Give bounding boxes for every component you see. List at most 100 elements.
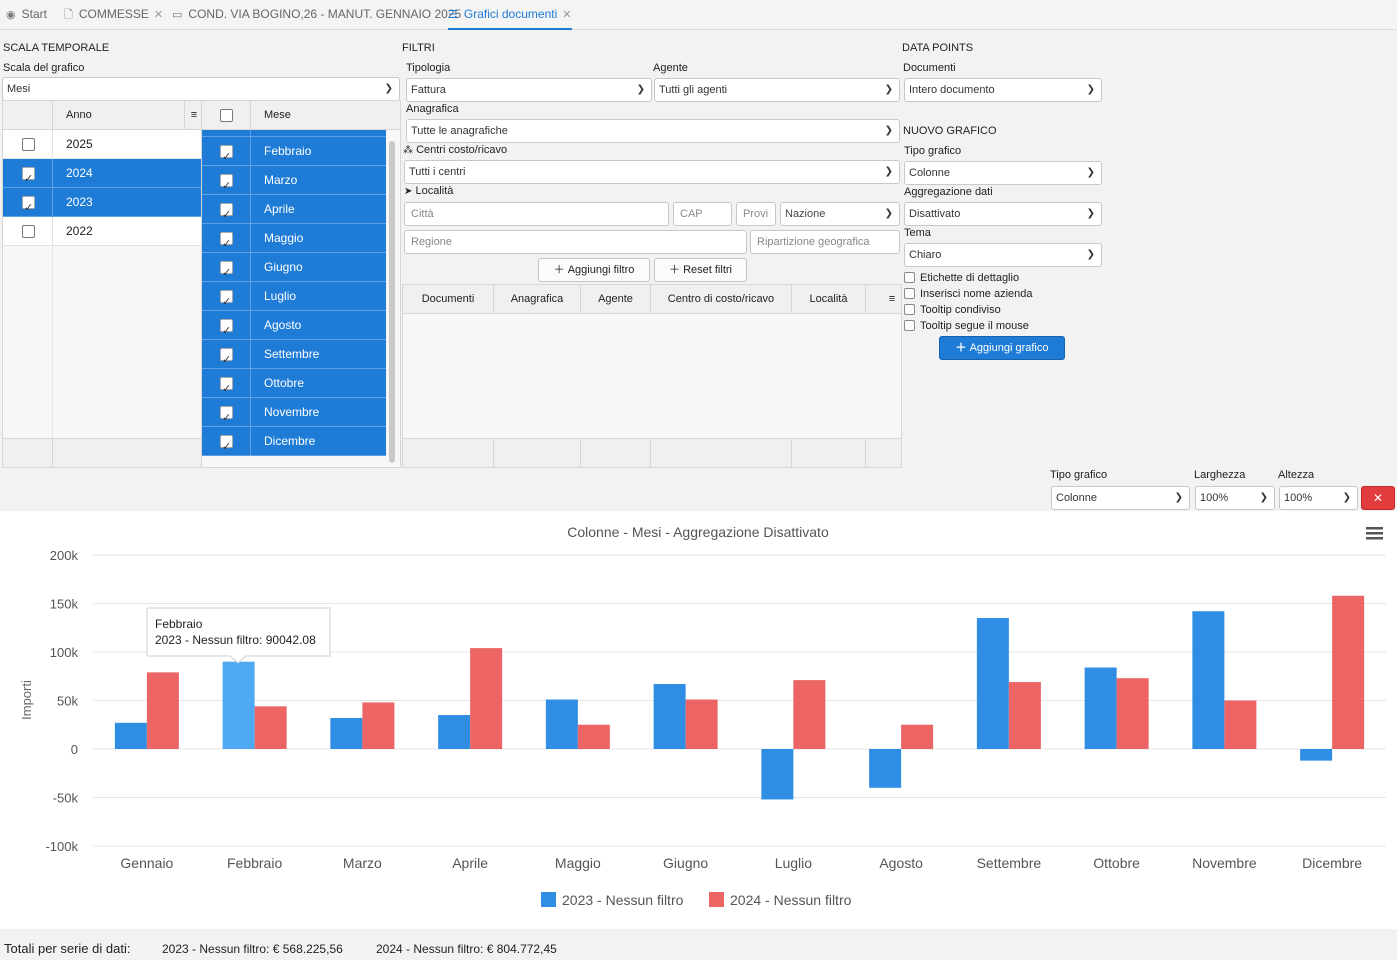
bar-2024-giugno[interactable] xyxy=(685,699,718,749)
month-row[interactable]: Settembre xyxy=(202,340,386,375)
month-row[interactable]: Ottobre xyxy=(202,369,386,404)
option-etichette[interactable]: Etichette di dettaglio xyxy=(904,271,1019,285)
checkbox[interactable] xyxy=(904,304,915,315)
months-header-select[interactable] xyxy=(202,101,251,130)
centri-select[interactable]: Tutti i centri ❯ xyxy=(404,160,900,184)
option-nome-azienda[interactable]: Inserisci nome azienda xyxy=(904,287,1033,301)
filters-column-localita[interactable]: Località xyxy=(792,285,866,314)
tema-select[interactable]: Chiaro ❯ xyxy=(904,243,1102,267)
row-checkbox[interactable] xyxy=(220,404,233,433)
menu-icon[interactable]: ≡ xyxy=(190,109,198,121)
bar-2024-dicembre[interactable] xyxy=(1332,595,1365,749)
bar-2023-febbraio[interactable] xyxy=(222,661,255,749)
citta-input[interactable]: Città xyxy=(404,202,669,226)
option-tooltip-condiviso[interactable]: Tooltip condiviso xyxy=(904,303,1001,317)
row-checkbox[interactable] xyxy=(220,230,233,259)
close-icon[interactable]: ✕ xyxy=(562,9,572,21)
aggregazione-select[interactable]: Disattivato ❯ xyxy=(904,202,1102,226)
month-row[interactable]: Febbraio xyxy=(202,137,386,172)
cap-input[interactable]: CAP xyxy=(673,202,732,226)
altezza-select[interactable]: 100% ❯ xyxy=(1279,486,1358,510)
larghezza-select[interactable]: 100% ❯ xyxy=(1195,486,1275,510)
row-checkbox[interactable] xyxy=(220,375,233,404)
scale-select[interactable]: Mesi ❯ xyxy=(2,77,400,101)
option-tooltip-mouse[interactable]: Tooltip segue il mouse xyxy=(904,319,1029,333)
bar-2024-luglio[interactable] xyxy=(793,680,826,749)
anagrafica-select[interactable]: Tutte le anagrafiche ❯ xyxy=(406,119,900,143)
close-icon[interactable]: ✕ xyxy=(153,9,164,21)
bar-2024-novembre[interactable] xyxy=(1224,700,1257,750)
bar-2023-marzo[interactable] xyxy=(330,717,363,749)
row-checkbox[interactable] xyxy=(220,143,233,172)
bar-2023-dicembre[interactable] xyxy=(1300,749,1333,761)
row-checkbox[interactable] xyxy=(220,346,233,375)
row-checkbox[interactable] xyxy=(220,288,233,317)
nazione-select[interactable]: Nazione ❯ xyxy=(780,202,900,226)
row-checkbox[interactable] xyxy=(220,317,233,346)
month-row[interactable]: Novembre xyxy=(202,398,386,433)
bar-2023-aprile[interactable] xyxy=(438,715,471,749)
filters-column-centro[interactable]: Centro di costo/ricavo xyxy=(651,285,792,314)
tab-start[interactable]: ◉ Start xyxy=(6,0,47,30)
bar-2024-maggio[interactable] xyxy=(577,724,610,749)
bar-2024-agosto[interactable] xyxy=(901,724,934,749)
ripartizione-input[interactable]: Ripartizione geografica xyxy=(750,230,900,254)
row-checkbox[interactable] xyxy=(22,194,35,223)
row-checkbox[interactable] xyxy=(22,138,35,151)
hamburger-menu-icon[interactable] xyxy=(1366,527,1383,540)
bar-2024-settembre[interactable] xyxy=(1008,682,1041,749)
regione-input[interactable]: Regione xyxy=(404,230,747,254)
checkbox[interactable] xyxy=(904,272,915,283)
chart-tipo-select[interactable]: Colonne ❯ xyxy=(1051,486,1190,510)
select-all-checkbox[interactable] xyxy=(220,109,233,122)
row-checkbox[interactable] xyxy=(220,433,233,462)
month-row[interactable]: Luglio xyxy=(202,282,386,317)
legend-entry[interactable]: 2024 - Nessun filtro xyxy=(730,892,852,908)
bar-2024-febbraio[interactable] xyxy=(254,706,287,749)
tab-commesse[interactable]: 🗋 COMMESSE ✕ xyxy=(64,0,163,30)
month-row[interactable]: Gennaio xyxy=(202,130,386,143)
tipo-grafico-select[interactable]: Colonne ❯ xyxy=(904,161,1102,185)
bar-2023-gennaio[interactable] xyxy=(114,722,147,749)
month-row[interactable]: Maggio xyxy=(202,224,386,259)
remove-chart-button[interactable]: ✕ xyxy=(1361,486,1395,510)
row-checkbox[interactable] xyxy=(22,225,35,238)
bar-2023-novembre[interactable] xyxy=(1192,611,1225,749)
tab-grafici-documenti[interactable]: ☰ Grafici documenti ✕ xyxy=(448,0,572,30)
year-row[interactable]: 2024 xyxy=(3,159,201,194)
bar-2024-marzo[interactable] xyxy=(362,702,395,749)
bar-2023-ottobre[interactable] xyxy=(1084,667,1117,749)
provincia-input[interactable]: Provi xyxy=(736,202,776,226)
tab-condominio[interactable]: ▭ COND. VIA BOGINO,26 - MANUT. GENNAIO 20… xyxy=(172,0,461,30)
bar-2023-settembre[interactable] xyxy=(976,618,1009,749)
year-row[interactable]: 2025 xyxy=(3,130,201,159)
checkbox[interactable] xyxy=(904,288,915,299)
checkbox[interactable] xyxy=(904,320,915,331)
month-row[interactable]: Agosto xyxy=(202,311,386,346)
year-row[interactable]: 2023 xyxy=(3,188,201,223)
bar-2023-luglio[interactable] xyxy=(761,749,794,800)
month-row[interactable]: Aprile xyxy=(202,195,386,230)
year-row[interactable]: 2022 xyxy=(3,217,201,246)
row-checkbox[interactable] xyxy=(22,165,35,194)
row-checkbox[interactable] xyxy=(220,201,233,230)
month-row[interactable]: Giugno xyxy=(202,253,386,288)
bar-2024-aprile[interactable] xyxy=(470,648,503,749)
bar-2023-agosto[interactable] xyxy=(869,749,902,788)
month-row[interactable]: Dicembre xyxy=(202,427,386,462)
legend-entry[interactable]: 2023 - Nessun filtro xyxy=(562,892,684,908)
documenti-select[interactable]: Intero documento ❯ xyxy=(904,78,1102,102)
bar-2024-gennaio[interactable] xyxy=(146,672,179,749)
months-scrollbar[interactable] xyxy=(389,141,395,463)
row-checkbox[interactable] xyxy=(220,172,233,201)
agente-select[interactable]: Tutti gli agenti ❯ xyxy=(654,78,900,102)
filters-column-agente[interactable]: Agente xyxy=(581,285,651,314)
bar-2024-ottobre[interactable] xyxy=(1116,678,1149,749)
add-chart-button[interactable]: ＋ Aggiungi grafico xyxy=(939,336,1065,360)
filters-column-anagrafica[interactable]: Anagrafica xyxy=(494,285,581,314)
bar-2023-giugno[interactable] xyxy=(653,684,686,749)
filters-column-documenti[interactable]: Documenti xyxy=(403,285,494,314)
menu-icon[interactable]: ≡ xyxy=(888,293,896,305)
years-header-anno[interactable]: Anno xyxy=(53,101,185,130)
bar-2023-maggio[interactable] xyxy=(545,699,578,749)
